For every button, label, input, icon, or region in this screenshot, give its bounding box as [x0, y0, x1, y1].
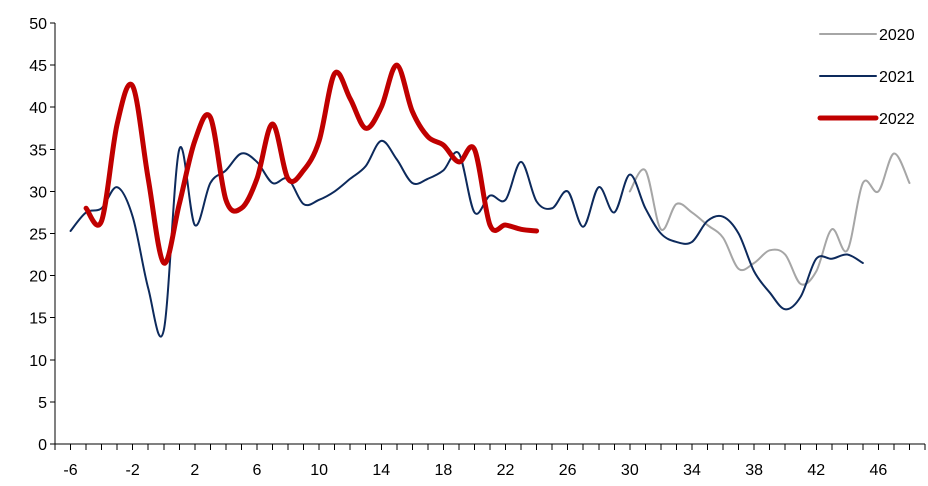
x-tick-label: 42 [807, 462, 825, 479]
y-tick-label: 50 [29, 16, 47, 33]
x-tick-label: 38 [745, 462, 763, 479]
series-line-2021 [69, 139, 864, 338]
legend: 2020 2021 2022 [817, 27, 915, 128]
y-tick-label: 20 [29, 269, 47, 286]
x-axis: -6 -2 2 6 10 14 18 22 26 30 34 38 42 46 [54, 443, 926, 479]
x-tick-label: 14 [372, 462, 390, 479]
x-tick-label: 46 [869, 462, 887, 479]
y-tick-label: 15 [29, 311, 47, 328]
x-tick-label: 10 [310, 462, 328, 479]
x-tick-label: 30 [621, 462, 639, 479]
y-tick-label: 0 [38, 437, 47, 454]
legend-label-2020: 2020 [879, 27, 915, 44]
x-tick-label: 34 [683, 462, 701, 479]
x-tick-label: 26 [559, 462, 577, 479]
series-lines [69, 62, 911, 338]
y-tick-label: 10 [29, 353, 47, 370]
x-tick-label: 18 [434, 462, 452, 479]
y-tick-label: 40 [29, 100, 47, 117]
series-line-2020 [628, 152, 911, 286]
series-line-2022 [83, 62, 540, 266]
x-tick-label: -2 [126, 462, 140, 479]
x-tick-label: 2 [190, 462, 199, 479]
y-tick-label: 30 [29, 184, 47, 201]
y-tick-label: 25 [29, 227, 47, 244]
y-tick-label: 45 [29, 58, 47, 75]
y-axis: 0 5 10 15 20 25 30 35 40 45 50 [29, 16, 56, 454]
legend-label-2022: 2022 [879, 111, 915, 128]
x-tick-label: 22 [497, 462, 515, 479]
x-tick-label: 6 [253, 462, 262, 479]
y-tick-label: 5 [38, 395, 47, 412]
y-tick-label: 35 [29, 142, 47, 159]
legend-label-2021: 2021 [879, 69, 915, 86]
x-tick-label: -6 [63, 462, 77, 479]
